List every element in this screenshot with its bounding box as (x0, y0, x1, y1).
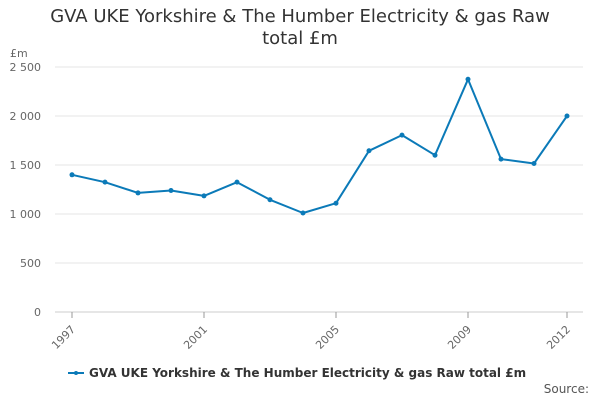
y-tick-label: 1 500 (10, 159, 42, 172)
y-tick-label: 2 500 (10, 61, 42, 74)
data-point (201, 193, 207, 199)
data-point (564, 113, 570, 119)
y-axis-unit-label: £m (10, 47, 28, 60)
data-point (168, 187, 174, 193)
data-point (333, 200, 339, 206)
y-tick-label: 0 (34, 306, 41, 319)
legend[interactable]: GVA UKE Yorkshire & The Humber Electrici… (68, 366, 526, 380)
data-point (300, 210, 306, 216)
x-tick-label: 2012 (544, 323, 573, 352)
tick-labels: 0 500 1 000 1 500 2 000 2 500£m 1997 2001 2005 20… (10, 47, 574, 352)
data-point (135, 190, 141, 196)
source-label: Source: (543, 382, 589, 396)
y-tick-label: 1 000 (10, 208, 42, 221)
data-point (432, 152, 438, 158)
data-point (399, 132, 405, 138)
series-line (71, 78, 568, 214)
series-layer (69, 76, 570, 216)
data-point (102, 179, 108, 185)
axes (55, 311, 583, 318)
y-tick-label: 500 (20, 257, 41, 270)
legend-label: GVA UKE Yorkshire & The Humber Electrici… (89, 366, 527, 380)
data-point (498, 156, 504, 162)
data-point (531, 161, 537, 167)
data-point (69, 172, 75, 178)
grid-lines (55, 66, 583, 264)
chart-title-line-2: total £m (262, 28, 338, 49)
data-point (267, 197, 273, 203)
x-tick-label: 1997 (49, 323, 78, 352)
x-tick-label: 2009 (445, 323, 474, 352)
legend-line-marker-icon (68, 368, 84, 378)
x-tick-label: 2005 (313, 323, 342, 352)
data-point (366, 148, 372, 154)
chart-title: GVA UKE Yorkshire & The Humber Electrici… (0, 6, 600, 50)
x-tick-label: 2001 (181, 323, 210, 352)
y-tick-label: 2 000 (10, 110, 42, 123)
chart-title-line-1: GVA UKE Yorkshire & The Humber Electrici… (50, 6, 550, 27)
data-point (234, 179, 240, 185)
data-point (465, 76, 471, 82)
